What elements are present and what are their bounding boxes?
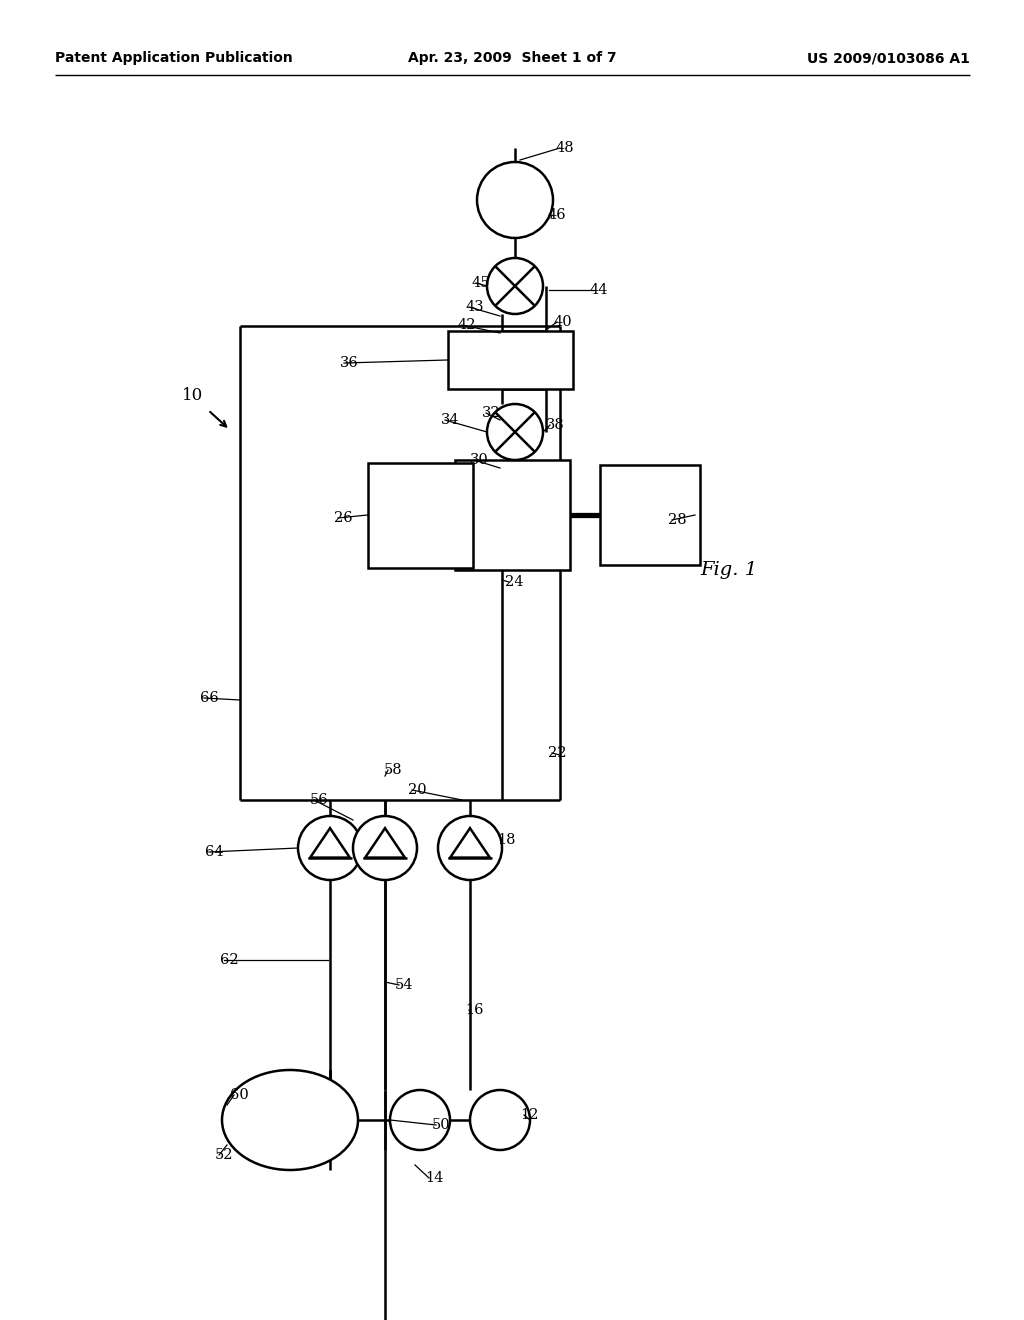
Text: Fig. 1: Fig. 1 xyxy=(700,561,757,579)
Text: 43: 43 xyxy=(465,300,483,314)
Text: 12: 12 xyxy=(520,1107,539,1122)
Polygon shape xyxy=(366,828,404,858)
Text: 46: 46 xyxy=(548,209,566,222)
Text: 14: 14 xyxy=(425,1171,443,1185)
Ellipse shape xyxy=(222,1071,358,1170)
Polygon shape xyxy=(310,828,350,858)
Text: 40: 40 xyxy=(553,315,571,329)
Circle shape xyxy=(487,257,543,314)
Text: 44: 44 xyxy=(590,282,608,297)
Text: 38: 38 xyxy=(546,418,565,432)
Text: 60: 60 xyxy=(230,1088,249,1102)
Text: 45: 45 xyxy=(472,276,490,290)
Text: 30: 30 xyxy=(470,453,488,467)
Text: 58: 58 xyxy=(384,763,402,777)
Bar xyxy=(447,331,572,389)
Text: 18: 18 xyxy=(497,833,515,847)
Circle shape xyxy=(353,816,417,880)
Text: 36: 36 xyxy=(340,356,358,370)
Text: 22: 22 xyxy=(548,746,566,760)
Circle shape xyxy=(470,1090,530,1150)
Text: 66: 66 xyxy=(200,690,219,705)
Text: 42: 42 xyxy=(458,318,476,333)
Circle shape xyxy=(487,404,543,459)
Text: 16: 16 xyxy=(465,1003,483,1016)
Text: 10: 10 xyxy=(182,387,203,404)
Text: 48: 48 xyxy=(556,141,574,154)
Text: Patent Application Publication: Patent Application Publication xyxy=(55,51,293,65)
Text: 64: 64 xyxy=(205,845,223,859)
Text: 50: 50 xyxy=(432,1118,451,1133)
Bar xyxy=(455,459,569,570)
Circle shape xyxy=(477,162,553,238)
Text: 54: 54 xyxy=(395,978,414,993)
Text: Apr. 23, 2009  Sheet 1 of 7: Apr. 23, 2009 Sheet 1 of 7 xyxy=(408,51,616,65)
Text: 24: 24 xyxy=(505,576,523,589)
Text: 20: 20 xyxy=(408,783,427,797)
Bar xyxy=(600,465,700,565)
Text: 62: 62 xyxy=(220,953,239,968)
Text: 26: 26 xyxy=(334,511,352,525)
Text: 56: 56 xyxy=(310,793,329,807)
Circle shape xyxy=(298,816,362,880)
Text: 52: 52 xyxy=(215,1148,233,1162)
Text: 34: 34 xyxy=(441,413,460,426)
Circle shape xyxy=(390,1090,450,1150)
Text: 28: 28 xyxy=(668,513,687,527)
Bar xyxy=(368,462,472,568)
Text: 32: 32 xyxy=(482,407,501,420)
Polygon shape xyxy=(451,828,489,858)
Text: US 2009/0103086 A1: US 2009/0103086 A1 xyxy=(807,51,970,65)
Circle shape xyxy=(438,816,502,880)
